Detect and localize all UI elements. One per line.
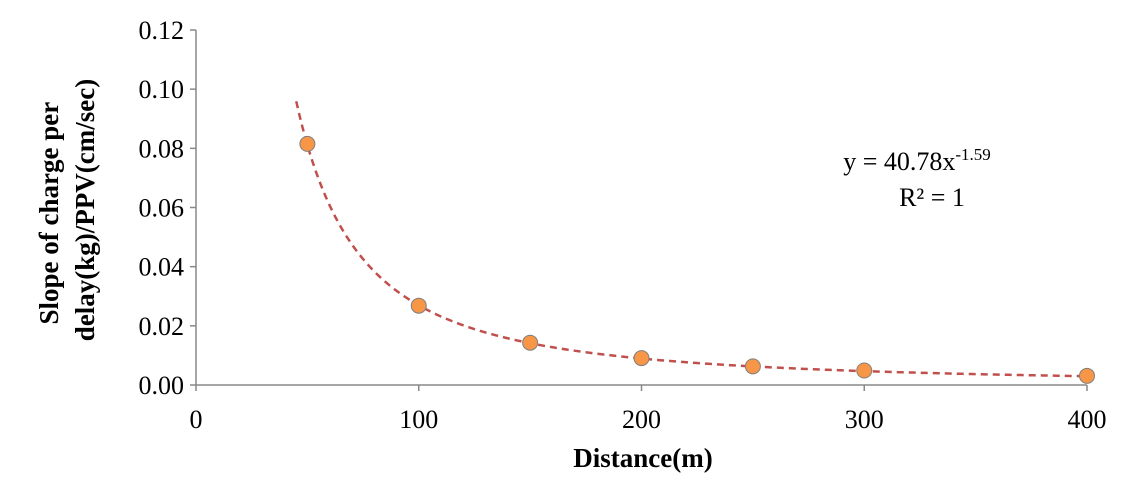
x-axis-ticks: 0 100 200 300 400 xyxy=(190,385,1107,434)
data-point xyxy=(744,358,761,375)
equation-text: y = 40.78x xyxy=(843,147,955,176)
trendline-equation: y = 40.78x-1.59 R² = 1 xyxy=(843,145,991,212)
data-point xyxy=(1079,367,1095,384)
y-axis-title-line-2: delay(kg)/PPV(cm/sec) xyxy=(70,79,100,341)
x-tick-label: 300 xyxy=(845,405,884,434)
plot-area: 0.00 0.02 0.04 0.06 0.08 0.10 0.12 0 100 200 300 4… xyxy=(139,16,1107,434)
data-point xyxy=(299,135,316,152)
data-point xyxy=(522,334,539,351)
y-tick-label: 0.08 xyxy=(139,134,185,163)
x-tick-label: 200 xyxy=(622,405,661,434)
y-axis-ticks: 0.00 0.02 0.04 0.06 0.08 0.10 0.12 xyxy=(139,16,196,400)
trendline xyxy=(295,100,1088,378)
x-tick-label: 0 xyxy=(190,405,203,434)
y-tick-label: 0.02 xyxy=(139,312,185,341)
equation-exponent: -1.59 xyxy=(955,145,990,164)
y-tick-label: 0.00 xyxy=(139,371,185,400)
y-tick-label: 0.10 xyxy=(139,75,185,104)
data-point xyxy=(856,362,873,379)
data-point xyxy=(633,350,650,367)
y-tick-label: 0.04 xyxy=(139,253,185,282)
data-point xyxy=(410,297,427,314)
y-axis-title: Slope of charge per delay(kg)/PPV(cm/sec… xyxy=(34,79,100,341)
x-axis-title: Distance(m) xyxy=(573,443,712,473)
x-tick-label: 400 xyxy=(1068,405,1107,434)
y-tick-label: 0.06 xyxy=(139,194,185,223)
data-points xyxy=(299,135,1095,384)
y-axis-title-line-1: Slope of charge per xyxy=(34,102,64,325)
svg-text:y = 40.78x-1.59: y = 40.78x-1.59 xyxy=(843,145,991,176)
r-squared-text: R² = 1 xyxy=(899,183,965,212)
x-tick-label: 100 xyxy=(399,405,438,434)
y-tick-label: 0.12 xyxy=(139,16,185,45)
